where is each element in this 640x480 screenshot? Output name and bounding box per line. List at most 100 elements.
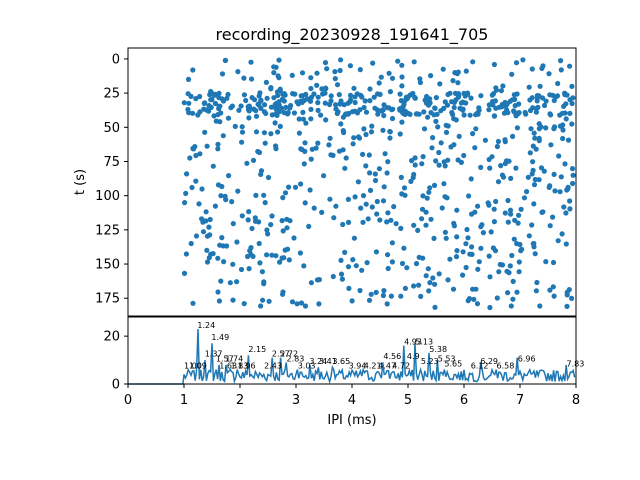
spike-point — [276, 58, 281, 63]
spike-point — [290, 73, 295, 78]
spike-point — [280, 292, 285, 297]
spike-point — [208, 252, 213, 257]
spike-point — [400, 261, 405, 266]
spike-point — [381, 293, 386, 298]
spike-point — [338, 98, 343, 103]
spike-point — [552, 172, 557, 177]
spike-point — [562, 92, 567, 97]
spike-point — [302, 161, 307, 166]
spike-point — [426, 266, 431, 271]
spike-point — [299, 147, 304, 152]
spike-point — [399, 74, 404, 79]
spike-point — [350, 257, 355, 262]
spike-point — [248, 245, 253, 250]
spike-point — [309, 157, 314, 162]
spike-point — [298, 250, 303, 255]
spike-point — [186, 91, 191, 96]
spike-point — [383, 151, 388, 156]
spike-point — [452, 223, 457, 228]
spike-point — [357, 288, 362, 293]
spike-point — [215, 112, 220, 117]
spike-point — [569, 84, 574, 89]
spike-point — [353, 100, 358, 105]
spike-point — [401, 246, 406, 251]
spike-point — [196, 201, 201, 206]
spike-point — [556, 153, 561, 158]
spike-point — [520, 57, 525, 62]
spike-point — [372, 95, 377, 100]
spike-point — [346, 286, 351, 291]
spike-point — [563, 210, 568, 215]
spike-point — [404, 265, 409, 270]
spike-point — [399, 83, 404, 88]
spike-point — [478, 165, 483, 170]
spike-point — [433, 158, 438, 163]
spike-point — [346, 220, 351, 225]
spike-point — [515, 125, 520, 130]
spike-point — [323, 60, 328, 65]
spike-point — [542, 169, 547, 174]
spike-point — [285, 247, 290, 252]
spike-point — [315, 277, 320, 282]
spike-point — [391, 204, 396, 209]
spike-point — [365, 260, 370, 265]
spike-point — [261, 193, 266, 198]
spike-point — [295, 301, 300, 306]
spike-point — [310, 147, 315, 152]
spike-point — [427, 280, 432, 285]
spike-point — [275, 129, 280, 134]
spike-point — [358, 67, 363, 72]
spike-point — [340, 277, 345, 282]
raster-y-tick-label: 125 — [95, 223, 120, 238]
spike-point — [287, 257, 292, 262]
spike-point — [337, 92, 342, 97]
spike-point — [364, 202, 369, 207]
spike-point — [283, 105, 288, 110]
spike-point — [539, 210, 544, 215]
spike-point — [537, 138, 542, 143]
spike-point — [183, 191, 188, 196]
peak-label: 5.38 — [429, 345, 447, 354]
spike-point — [330, 153, 335, 158]
spike-point — [459, 100, 464, 105]
spike-point — [351, 86, 356, 91]
spike-point — [570, 181, 575, 186]
spike-point — [385, 210, 390, 215]
spike-point — [221, 133, 226, 138]
spike-point — [406, 94, 411, 99]
spike-point — [299, 300, 304, 305]
spike-point — [339, 272, 344, 277]
peak-label: 3.65 — [332, 357, 350, 366]
spike-point — [461, 153, 466, 158]
spike-point — [464, 265, 469, 270]
spike-point — [413, 96, 418, 101]
spike-point — [508, 208, 513, 213]
spike-point — [246, 217, 251, 222]
spike-point — [471, 297, 476, 302]
spike-point — [253, 193, 258, 198]
spike-point — [234, 279, 239, 284]
spike-point — [489, 229, 494, 234]
spike-point — [509, 253, 514, 258]
spike-point — [309, 280, 314, 285]
spike-point — [487, 274, 492, 279]
spike-point — [569, 121, 574, 126]
spike-point — [375, 112, 380, 117]
spike-point — [442, 194, 447, 199]
spike-point — [263, 141, 268, 146]
spike-point — [481, 230, 486, 235]
spike-point — [450, 78, 455, 83]
spike-point — [390, 76, 395, 81]
spike-point — [531, 201, 536, 206]
spike-point — [464, 227, 469, 232]
spike-point — [385, 159, 390, 164]
spike-point — [352, 94, 357, 99]
spike-point — [451, 287, 456, 292]
spike-point — [306, 224, 311, 229]
spike-point — [194, 233, 199, 238]
spike-point — [510, 97, 515, 102]
spike-point — [342, 250, 347, 255]
spike-point — [215, 256, 220, 261]
spike-point — [245, 254, 250, 259]
spike-point — [262, 130, 267, 135]
